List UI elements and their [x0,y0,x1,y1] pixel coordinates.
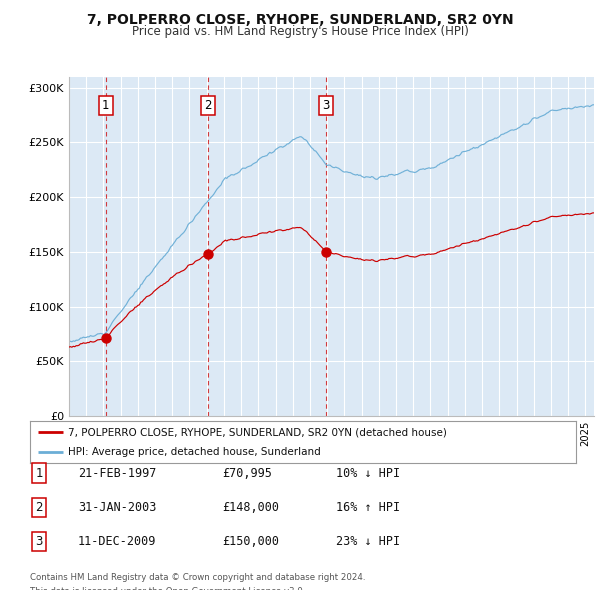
Text: 3: 3 [323,99,330,112]
Text: £70,995: £70,995 [222,467,272,480]
Text: Price paid vs. HM Land Registry's House Price Index (HPI): Price paid vs. HM Land Registry's House … [131,25,469,38]
Text: £150,000: £150,000 [222,535,279,548]
Text: £148,000: £148,000 [222,501,279,514]
Text: 31-JAN-2003: 31-JAN-2003 [78,501,157,514]
Text: 10% ↓ HPI: 10% ↓ HPI [336,467,400,480]
Text: Contains HM Land Registry data © Crown copyright and database right 2024.
This d: Contains HM Land Registry data © Crown c… [30,573,365,590]
Text: 16% ↑ HPI: 16% ↑ HPI [336,501,400,514]
Text: 23% ↓ HPI: 23% ↓ HPI [336,535,400,548]
Text: 7, POLPERRO CLOSE, RYHOPE, SUNDERLAND, SR2 0YN: 7, POLPERRO CLOSE, RYHOPE, SUNDERLAND, S… [86,13,514,27]
Text: 11-DEC-2009: 11-DEC-2009 [78,535,157,548]
Text: 7, POLPERRO CLOSE, RYHOPE, SUNDERLAND, SR2 0YN (detached house): 7, POLPERRO CLOSE, RYHOPE, SUNDERLAND, S… [68,427,447,437]
Text: 3: 3 [35,535,43,548]
Text: 1: 1 [102,99,109,112]
Text: 1: 1 [35,467,43,480]
Text: 2: 2 [35,501,43,514]
Text: HPI: Average price, detached house, Sunderland: HPI: Average price, detached house, Sund… [68,447,321,457]
Text: 21-FEB-1997: 21-FEB-1997 [78,467,157,480]
Text: 2: 2 [205,99,212,112]
